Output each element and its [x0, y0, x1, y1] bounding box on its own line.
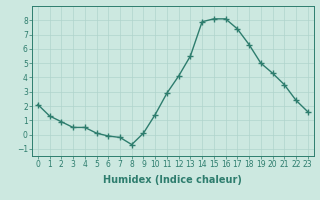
X-axis label: Humidex (Indice chaleur): Humidex (Indice chaleur)	[103, 175, 242, 185]
